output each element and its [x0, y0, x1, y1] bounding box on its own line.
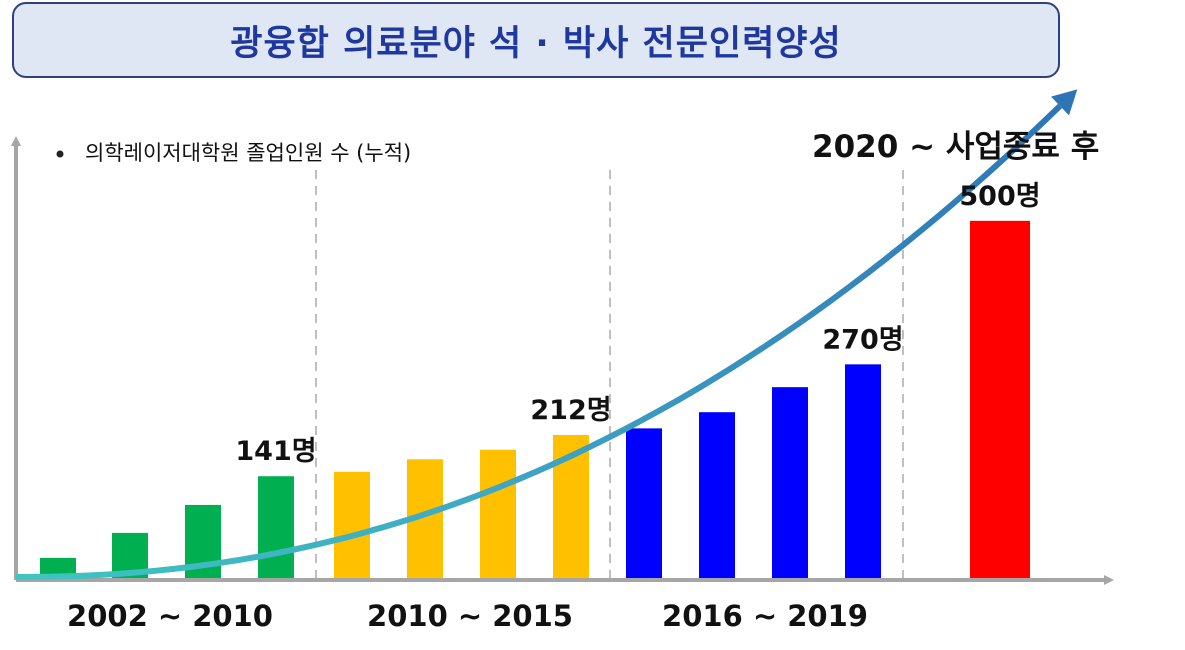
bar: [626, 428, 662, 580]
value-label: 212명: [530, 395, 611, 426]
trend-arrow-head: [1051, 89, 1078, 116]
bar: [334, 471, 370, 580]
period-labels: 2002 ~ 2010 2010 ~ 2015 2016 ~ 2019: [67, 599, 868, 633]
bar: [845, 364, 881, 580]
bar: [970, 220, 1030, 580]
period-label: 2010 ~ 2015: [367, 599, 573, 633]
bar: [480, 449, 516, 580]
period-dividers: [315, 170, 904, 578]
period-label: 2002 ~ 2010: [67, 599, 273, 633]
value-label: 141명: [235, 436, 316, 467]
bar: [772, 387, 808, 580]
bar-group: [40, 220, 1030, 580]
legend-note: 의학레이저대학원 졸업인원 수 (누적): [85, 141, 411, 165]
period-label: 2016 ~ 2019: [662, 599, 868, 633]
trend-curve: [15, 103, 1063, 580]
value-labels: 141명 212명 270명 500명: [235, 181, 1040, 467]
page-title: 광융합 의료분야 석 · 박사 전문인력양성: [230, 23, 842, 64]
bar: [258, 476, 294, 580]
legend-bullet: [56, 150, 64, 158]
value-label: 270명: [822, 324, 903, 355]
value-label: 500명: [959, 181, 1040, 212]
future-period-label: 2020 ~ 사업종료 후: [812, 129, 1099, 165]
bar: [699, 412, 735, 580]
title-banner: 광융합 의료분야 석 · 박사 전문인력양성: [12, 2, 1060, 78]
